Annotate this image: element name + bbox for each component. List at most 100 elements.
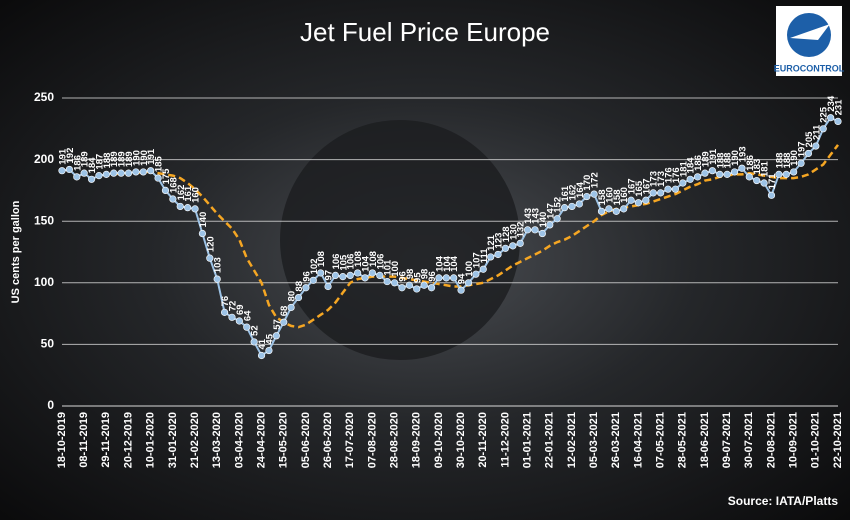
point <box>568 202 576 211</box>
x-tick-label: 17-07-2020 <box>344 412 356 468</box>
data-label: 102 <box>309 258 320 274</box>
data-label: 161 <box>560 185 571 202</box>
point <box>472 270 480 278</box>
x-tick-label: 07-08-2020 <box>366 412 378 468</box>
x-tick-label: 20-08-2021 <box>765 412 777 468</box>
point <box>58 167 66 175</box>
point <box>250 338 258 346</box>
point <box>597 207 606 215</box>
point <box>605 205 613 213</box>
data-label: 231 <box>834 99 845 116</box>
point <box>516 239 524 247</box>
data-label: 190 <box>789 150 800 166</box>
x-tick-label: 28-08-2020 <box>388 412 400 468</box>
x-tick-label: 10-09-2021 <box>788 412 800 468</box>
point <box>612 207 620 215</box>
x-tick-label: 18-10-2019 <box>56 412 68 468</box>
point <box>464 279 473 287</box>
point <box>294 293 303 302</box>
data-label: 108 <box>316 251 327 267</box>
point <box>87 175 96 183</box>
point <box>827 114 835 122</box>
point <box>583 192 591 201</box>
data-label: 190 <box>730 150 741 166</box>
data-label: 176 <box>664 167 675 183</box>
data-label: 160 <box>191 187 202 203</box>
data-label: 160 <box>619 187 630 203</box>
point <box>117 169 125 177</box>
data-label: 191 <box>58 148 69 165</box>
point <box>730 168 739 176</box>
data-label: 64 <box>242 310 253 321</box>
data-label: 98 <box>405 269 416 280</box>
chart-title: Jet Fuel Price Europe <box>300 17 550 47</box>
data-label: 69 <box>235 304 246 315</box>
point <box>649 189 657 197</box>
logo-wing <box>790 24 830 40</box>
data-label: 97 <box>324 270 335 281</box>
data-label: 191 <box>708 148 719 165</box>
data-label: 190 <box>131 150 142 166</box>
data-label: 104 <box>361 255 372 272</box>
point <box>339 273 347 281</box>
x-tick-label: 30-10-2020 <box>455 412 467 468</box>
point <box>169 195 177 203</box>
x-tick-label: 22-01-2021 <box>544 412 556 468</box>
point <box>708 167 716 175</box>
point <box>671 185 680 193</box>
x-tick-label: 22-10-2021 <box>832 412 844 468</box>
data-label: 106 <box>331 254 342 270</box>
x-tick-label: 03-04-2020 <box>233 412 245 468</box>
y-tick-label: 100 <box>34 275 54 289</box>
data-label: 101 <box>383 259 394 276</box>
data-label: 104 <box>434 255 445 272</box>
point <box>302 284 310 292</box>
point <box>390 279 399 287</box>
data-label: 175 <box>161 168 172 185</box>
data-label: 188 <box>723 153 734 169</box>
x-tick-label: 09-07-2021 <box>721 412 733 468</box>
point <box>590 190 598 198</box>
data-label: 128 <box>501 226 512 242</box>
source: Source: IATA/Platts <box>728 494 839 508</box>
turbine-hub <box>280 120 520 360</box>
data-label: 173 <box>649 171 660 187</box>
data-label: 107 <box>471 252 482 268</box>
data-label: 189 <box>80 151 91 167</box>
point <box>627 196 635 204</box>
data-label: 186 <box>745 155 756 171</box>
point <box>819 125 827 133</box>
data-label: 143 <box>523 208 534 224</box>
data-label: 57 <box>272 319 283 330</box>
point <box>686 175 694 183</box>
x-tick-label: 07-05-2021 <box>655 412 667 468</box>
y-tick-label: 250 <box>34 90 54 104</box>
point <box>760 179 768 187</box>
point <box>538 229 546 238</box>
data-label: 120 <box>205 236 216 252</box>
x-tick-label: 30-07-2021 <box>743 412 755 468</box>
data-label: 164 <box>575 181 586 198</box>
point <box>435 274 443 282</box>
point <box>560 204 569 212</box>
data-label: 143 <box>531 208 542 224</box>
point <box>767 191 776 199</box>
data-label: 147 <box>545 203 556 219</box>
data-label: 171 <box>767 173 778 190</box>
data-label: 158 <box>597 189 608 205</box>
point <box>102 170 110 178</box>
point <box>176 202 184 211</box>
point <box>405 281 413 289</box>
point <box>531 226 539 234</box>
point <box>812 142 820 150</box>
x-tick-label: 09-10-2020 <box>433 412 445 468</box>
data-label: 205 <box>804 131 815 148</box>
point <box>206 254 214 262</box>
point <box>198 229 207 238</box>
data-label: 108 <box>353 251 364 267</box>
point <box>354 269 362 277</box>
point <box>413 285 421 293</box>
point <box>657 189 665 197</box>
data-label: 52 <box>250 325 261 336</box>
